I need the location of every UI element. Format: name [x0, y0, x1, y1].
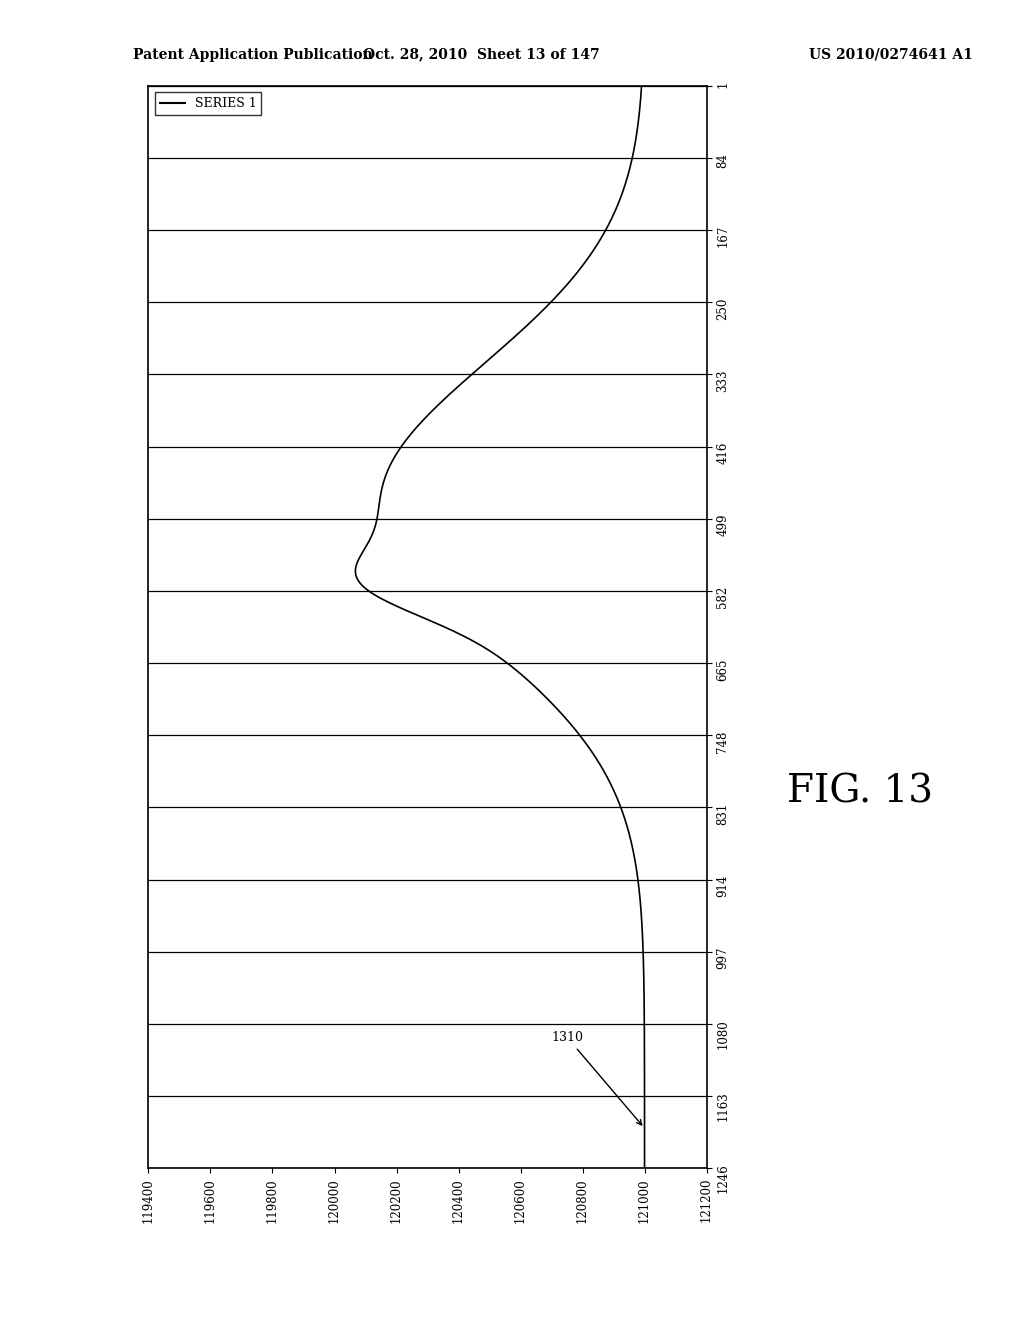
Text: Oct. 28, 2010  Sheet 13 of 147: Oct. 28, 2010 Sheet 13 of 147	[362, 48, 600, 62]
Legend: SERIES 1: SERIES 1	[155, 92, 261, 115]
Text: 1310: 1310	[552, 1031, 642, 1125]
Text: US 2010/0274641 A1: US 2010/0274641 A1	[809, 48, 973, 62]
Text: Patent Application Publication: Patent Application Publication	[133, 48, 373, 62]
Text: FIG. 13: FIG. 13	[787, 774, 933, 810]
